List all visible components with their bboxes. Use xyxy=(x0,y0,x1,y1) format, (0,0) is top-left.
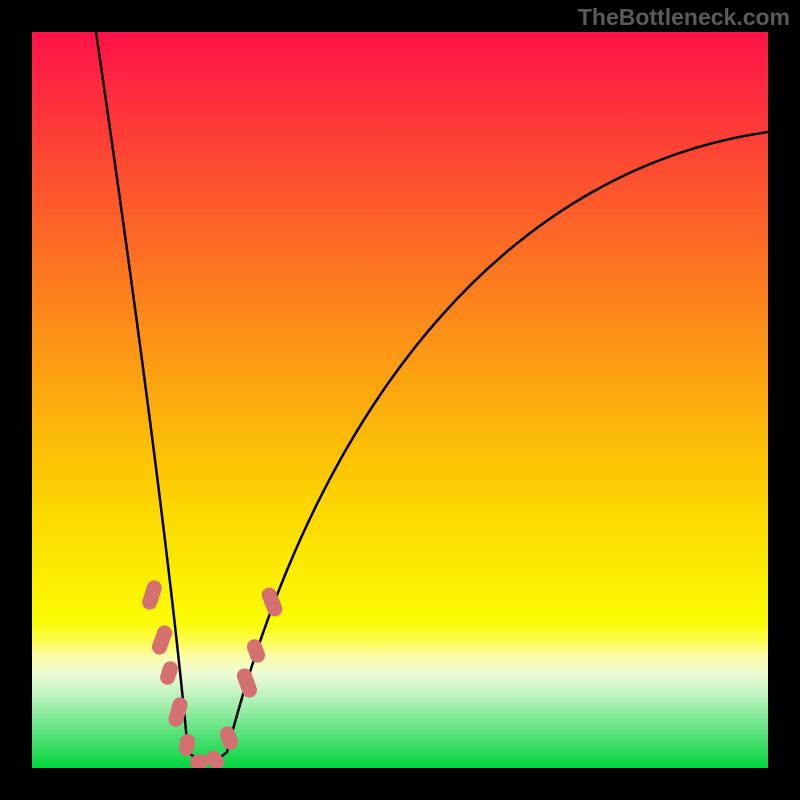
plot-area xyxy=(32,32,768,768)
plot-background xyxy=(32,32,768,768)
plot-svg xyxy=(32,32,768,768)
watermark-text: TheBottleneck.com xyxy=(578,4,790,31)
chart-frame: TheBottleneck.com xyxy=(0,0,800,800)
